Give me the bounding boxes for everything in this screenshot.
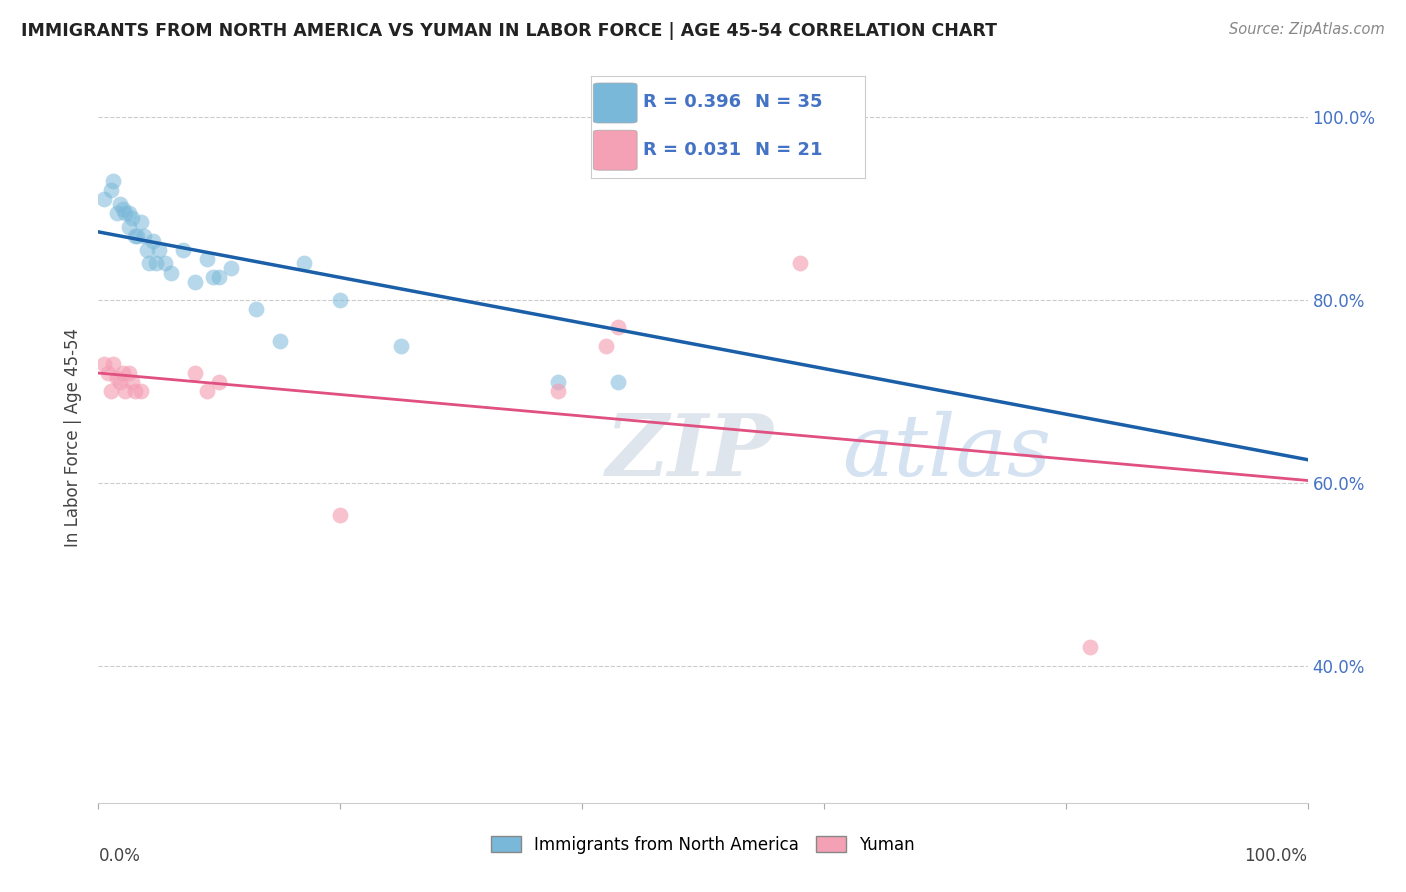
Point xyxy=(101,174,124,188)
Text: IMMIGRANTS FROM NORTH AMERICA VS YUMAN IN LABOR FORCE | AGE 45-54 CORRELATION CH: IMMIGRANTS FROM NORTH AMERICA VS YUMAN I… xyxy=(21,22,997,40)
Point xyxy=(145,256,167,270)
Point xyxy=(607,320,630,334)
Text: 0.0%: 0.0% xyxy=(98,847,141,864)
Point xyxy=(105,206,128,220)
FancyBboxPatch shape xyxy=(593,83,637,123)
Point xyxy=(118,366,141,380)
Point xyxy=(547,384,569,399)
Point xyxy=(111,202,134,216)
Y-axis label: In Labor Force | Age 45-54: In Labor Force | Age 45-54 xyxy=(65,327,83,547)
Point xyxy=(221,260,243,275)
Point xyxy=(607,376,630,390)
Point xyxy=(129,384,152,399)
Point xyxy=(138,256,160,270)
Point xyxy=(329,293,352,307)
Point xyxy=(118,219,141,234)
Point xyxy=(129,215,152,229)
Point xyxy=(148,243,170,257)
Point xyxy=(789,256,811,270)
Point xyxy=(389,339,412,353)
Point xyxy=(105,370,128,384)
Text: atlas: atlas xyxy=(842,410,1052,493)
Point xyxy=(114,206,136,220)
Point xyxy=(202,270,225,285)
Point xyxy=(1078,640,1101,655)
Point xyxy=(118,206,141,220)
Point xyxy=(329,508,352,522)
Text: Source: ZipAtlas.com: Source: ZipAtlas.com xyxy=(1229,22,1385,37)
Legend: Immigrants from North America, Yuman: Immigrants from North America, Yuman xyxy=(485,829,921,860)
Point xyxy=(100,183,122,197)
Point xyxy=(195,384,218,399)
Point xyxy=(547,376,569,390)
Point xyxy=(153,256,176,270)
Point xyxy=(108,197,131,211)
Point xyxy=(208,270,231,285)
Point xyxy=(595,339,617,353)
Point xyxy=(292,256,315,270)
Point xyxy=(142,234,165,248)
Point xyxy=(172,243,194,257)
Point xyxy=(124,228,146,243)
Point xyxy=(108,376,131,390)
Point xyxy=(127,228,149,243)
Point xyxy=(93,357,115,371)
Point xyxy=(160,266,183,280)
Text: R = 0.031: R = 0.031 xyxy=(643,141,741,159)
Point xyxy=(208,376,231,390)
Point xyxy=(184,366,207,380)
Point xyxy=(195,252,218,266)
Text: N = 35: N = 35 xyxy=(755,94,823,112)
Point xyxy=(97,366,120,380)
Point xyxy=(184,275,207,289)
Point xyxy=(101,357,124,371)
Point xyxy=(93,192,115,206)
Point xyxy=(135,243,157,257)
Text: N = 21: N = 21 xyxy=(755,141,823,159)
Point xyxy=(668,146,690,161)
FancyBboxPatch shape xyxy=(593,130,637,170)
Text: ZIP: ZIP xyxy=(606,410,775,493)
Point xyxy=(134,228,156,243)
Point xyxy=(111,366,134,380)
Text: 100.0%: 100.0% xyxy=(1244,847,1308,864)
Point xyxy=(121,376,143,390)
Point xyxy=(114,384,136,399)
Point xyxy=(121,211,143,225)
Point xyxy=(269,334,291,348)
Point xyxy=(245,301,267,317)
Point xyxy=(124,384,146,399)
Text: R = 0.396: R = 0.396 xyxy=(643,94,741,112)
Point xyxy=(100,384,122,399)
